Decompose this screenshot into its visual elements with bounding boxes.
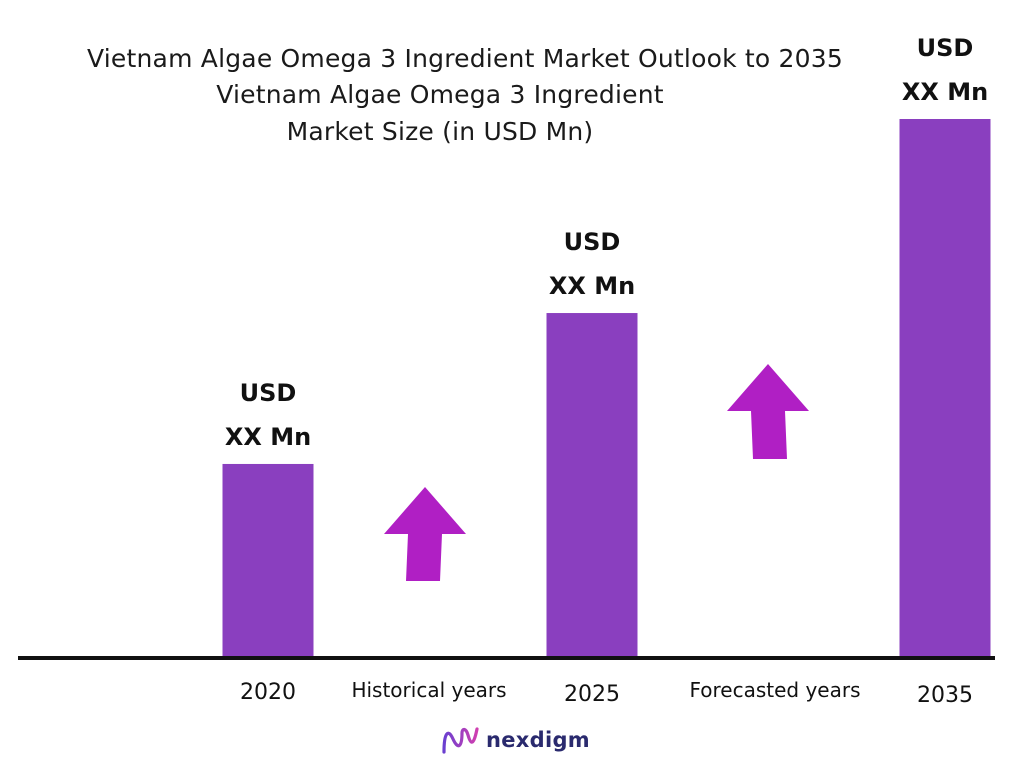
chart-subtitle-line-2: Market Size (in USD Mn) <box>286 117 594 146</box>
x-tick-2035: 2035 <box>917 683 973 708</box>
chart-title: Vietnam Algae Omega 3 Ingredient Market … <box>87 44 843 73</box>
value-label-2025-amount: XX Mn <box>549 272 635 300</box>
value-label-2020-amount: XX Mn <box>225 423 311 451</box>
growth-arrow-forecast <box>727 364 809 459</box>
value-label-2020-currency: USD <box>240 379 297 407</box>
period-label-historical: Historical years <box>351 678 506 702</box>
brand-logo: nexdigm <box>440 722 590 758</box>
growth-arrow-historical <box>384 487 466 581</box>
bar-2020 <box>222 463 314 658</box>
x-tick-2025: 2025 <box>564 682 620 707</box>
bar-2035 <box>899 119 991 658</box>
brand-name: nexdigm <box>486 728 590 752</box>
value-label-2035-currency: USD <box>917 34 974 62</box>
chart-subtitle-line-1: Vietnam Algae Omega 3 Ingredient <box>216 80 664 109</box>
nexdigm-logo-icon <box>442 727 479 754</box>
x-tick-2020: 2020 <box>240 680 296 705</box>
value-label-2025-currency: USD <box>564 228 621 256</box>
value-label-2035-amount: XX Mn <box>902 78 988 106</box>
period-label-forecasted: Forecasted years <box>689 678 860 702</box>
bar-2025 <box>546 313 638 658</box>
